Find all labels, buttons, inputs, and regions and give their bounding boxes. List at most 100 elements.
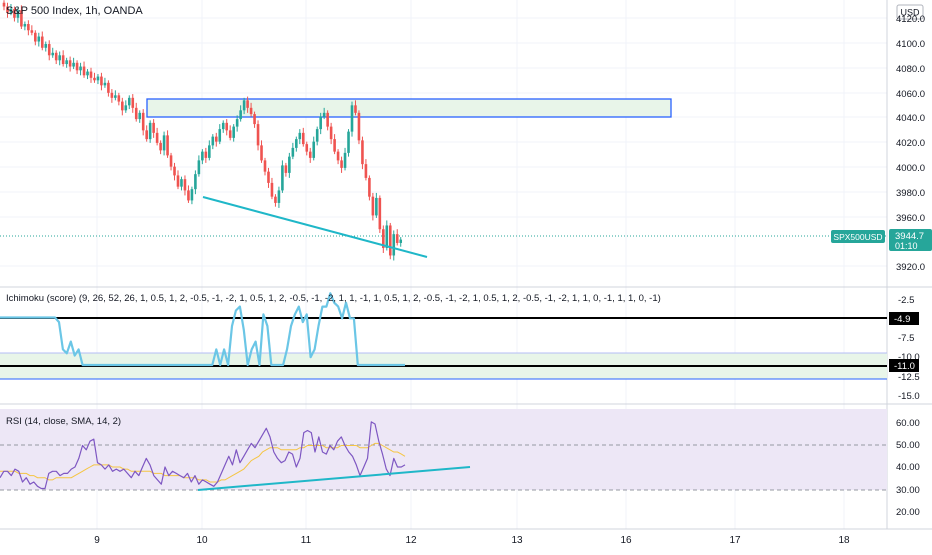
candle-body xyxy=(47,44,51,56)
candle-body xyxy=(23,24,27,27)
candle-body xyxy=(148,122,152,140)
candle-body xyxy=(173,166,176,176)
candle-body xyxy=(194,174,197,190)
candle-body xyxy=(159,142,162,151)
time-label-12: 12 xyxy=(405,535,417,546)
candle-body xyxy=(305,144,309,152)
candle-body xyxy=(301,132,305,145)
time-axis[interactable]: 9 10 11 12 13 16 17 18 xyxy=(94,535,850,546)
candle-body xyxy=(364,164,368,178)
candle-body xyxy=(242,100,246,111)
rsi-line[interactable] xyxy=(0,421,406,490)
candle-body xyxy=(361,140,364,165)
currency-label: USD xyxy=(900,8,920,18)
candle-body xyxy=(315,129,319,142)
rsi-trendline[interactable] xyxy=(197,466,471,491)
candle-body xyxy=(145,130,148,140)
candle-body xyxy=(93,77,96,81)
candle-body xyxy=(6,6,9,13)
candle-body xyxy=(277,190,281,203)
candle-body xyxy=(253,114,256,125)
candle-body xyxy=(13,9,16,18)
ichimoku-upper-badge[interactable] xyxy=(889,312,919,325)
candle-body xyxy=(340,160,343,168)
candle-body xyxy=(392,234,396,256)
ichimoku-lower-badge[interactable] xyxy=(889,359,919,372)
price-tick-4060: 4060.0 xyxy=(896,89,925,100)
time-label-10: 10 xyxy=(196,535,208,546)
candle-body xyxy=(79,66,82,71)
candle-body xyxy=(260,145,263,161)
ichimoku-score-line[interactable] xyxy=(0,292,405,367)
candle-body xyxy=(75,62,79,71)
candle-body xyxy=(385,225,389,248)
candle-body xyxy=(399,239,403,243)
rsi-tick-30: 30.00 xyxy=(896,485,920,496)
candle-body xyxy=(214,136,218,142)
candle-body xyxy=(249,107,253,115)
symbol-badge-label: SPX500USD xyxy=(833,232,882,242)
candle-body xyxy=(208,145,211,158)
candle-body xyxy=(329,126,333,140)
candle-body xyxy=(343,152,347,168)
candle-body xyxy=(246,100,249,108)
candle-body xyxy=(270,182,274,197)
candle-body xyxy=(127,97,131,106)
candle-body xyxy=(61,55,65,65)
chart-title: S&P 500 Index, 1h, OANDA xyxy=(6,5,143,17)
candle-body xyxy=(180,179,183,187)
price-tick-3920: 3920.0 xyxy=(896,262,925,273)
candle-body xyxy=(347,131,350,153)
candle-body xyxy=(121,101,124,111)
ichimoku-tick-m10: -10.0 xyxy=(898,352,920,363)
rsi-axis[interactable]: 60.00 50.00 40.00 30.00 20.00 xyxy=(896,418,920,518)
price-axis[interactable]: USD 4120.0 4100.0 4080.0 4060.0 4040.0 4… xyxy=(831,4,932,273)
price-trendline[interactable] xyxy=(202,196,428,258)
candle-body xyxy=(169,155,173,167)
candle-body xyxy=(86,71,89,76)
last-price-badge[interactable] xyxy=(889,229,932,251)
currency-badge[interactable] xyxy=(896,4,924,20)
candles xyxy=(2,0,403,261)
rsi-band xyxy=(0,409,887,490)
candle-body xyxy=(183,179,187,191)
candle-body xyxy=(312,141,316,158)
candle-body xyxy=(134,107,138,120)
candle-body xyxy=(218,129,222,142)
candle-body xyxy=(319,116,322,130)
candle-body xyxy=(110,92,114,98)
candle-body xyxy=(197,160,201,175)
candle-body xyxy=(225,122,229,131)
candle-body xyxy=(298,132,302,140)
last-price-value: 3944.7 xyxy=(895,231,924,242)
candle-body xyxy=(388,225,392,256)
candle-body xyxy=(263,160,267,172)
price-pane[interactable]: S&P 500 Index, 1h, OANDA xyxy=(0,0,887,261)
candle-body xyxy=(30,30,34,33)
candle-body xyxy=(333,139,336,152)
price-tick-4120: 4120.0 xyxy=(896,14,925,25)
candle-body xyxy=(138,112,142,120)
ichimoku-pane[interactable]: Ichimoku (score) (9, 26, 52, 26, 1, 0.5,… xyxy=(0,292,887,380)
candle-body xyxy=(201,151,204,161)
candle-body xyxy=(37,36,41,42)
symbol-badge[interactable] xyxy=(831,230,885,243)
candle-body xyxy=(281,165,284,191)
candle-body xyxy=(96,76,100,81)
candle-body xyxy=(204,151,208,158)
candle-body xyxy=(117,95,121,102)
candle-body xyxy=(354,105,357,113)
candle-body xyxy=(295,139,298,148)
candle-body xyxy=(68,60,72,67)
rsi-tick-50: 50.00 xyxy=(896,440,920,451)
price-tick-4100: 4100.0 xyxy=(896,39,925,50)
time-label-17: 17 xyxy=(729,535,741,546)
time-label-11: 11 xyxy=(301,535,312,546)
rsi-pane[interactable]: RSI (14, close, SMA, 14, 2) xyxy=(0,409,887,491)
resistance-zone[interactable] xyxy=(146,98,672,118)
ichimoku-axis[interactable]: -2.5 -7.5 -10.0 -12.5 -15.0 -4.9 -11.0 xyxy=(889,295,920,402)
candle-body xyxy=(382,229,385,248)
price-tick-4020: 4020.0 xyxy=(896,138,925,149)
